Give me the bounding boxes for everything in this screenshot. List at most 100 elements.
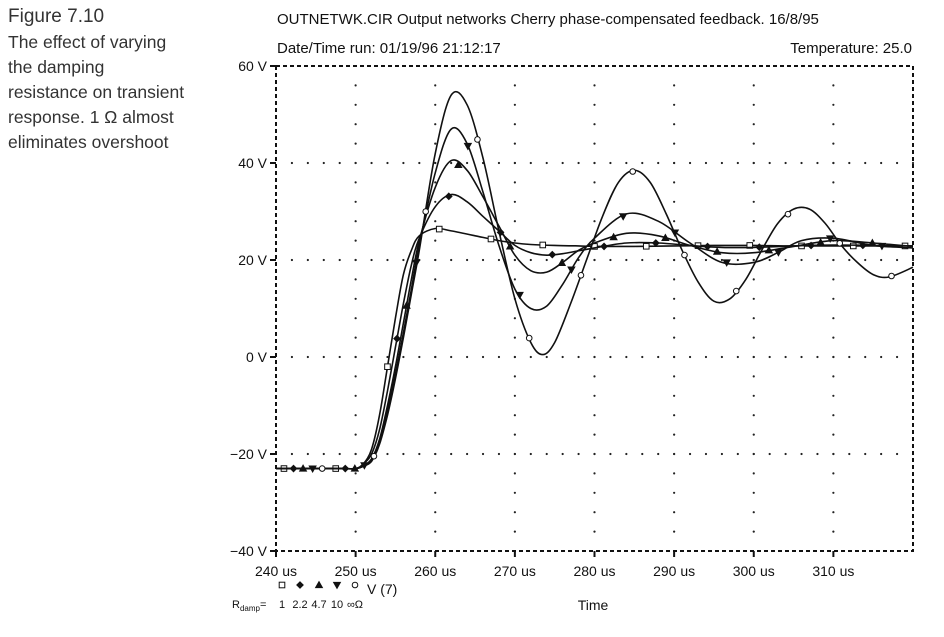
grid-dot <box>466 355 469 359</box>
grid-dot <box>434 123 437 126</box>
grid-dot <box>673 511 676 514</box>
legend-variable: V (7) <box>367 581 397 597</box>
data-point <box>888 272 895 280</box>
grid-dot <box>513 511 516 514</box>
grid-dot <box>386 258 389 262</box>
y-tick-label: −40 V <box>230 543 268 559</box>
y-tick-label: 60 V <box>238 58 267 74</box>
grid-dot <box>513 491 516 494</box>
grid-dot <box>752 258 755 262</box>
legend: V (7) Rdamp= 1 2.2 4.7 10 ∞Ω <box>232 580 397 613</box>
grid-dot <box>322 355 325 359</box>
grid-dot <box>800 258 803 262</box>
data-point <box>629 168 637 175</box>
data-point <box>567 266 576 274</box>
data-point <box>681 251 688 259</box>
legend-value: ∞Ω <box>347 599 363 611</box>
data-point <box>384 363 391 370</box>
grid-dot <box>450 258 453 262</box>
grid-dot <box>832 336 835 339</box>
x-tick-label: 280 us <box>573 563 615 579</box>
grid-dot <box>673 394 676 397</box>
grid-dot <box>593 530 596 533</box>
grid-dot <box>609 452 612 456</box>
grid-dot <box>752 511 755 514</box>
grid-dot <box>752 530 755 533</box>
grid-dot <box>466 258 469 262</box>
figure-caption: Figure 7.10 The effect of varying the da… <box>8 6 223 155</box>
grid-dot <box>673 200 676 203</box>
data-point <box>755 243 764 252</box>
grid-dot <box>688 355 692 359</box>
grid-dot <box>673 317 676 320</box>
grid-dot <box>609 161 612 165</box>
grid-dot <box>673 472 676 475</box>
grid-dot <box>593 161 596 165</box>
grid-dot <box>641 452 644 456</box>
figure-number: Figure 7.10 <box>8 6 105 27</box>
grid-dot <box>593 84 596 87</box>
caption-line: the damping <box>8 57 105 77</box>
grid-dot <box>720 258 724 262</box>
grid-dot <box>673 103 676 106</box>
grid-dot <box>784 355 787 359</box>
grid-dot <box>752 278 755 281</box>
y-axis: 60 V 40 V 20 V 0 V −20 V −40 V <box>230 58 276 559</box>
grid-dot <box>625 452 628 456</box>
grid-dot <box>434 84 437 87</box>
y-tick-label: −20 V <box>230 446 268 462</box>
grid-dot <box>641 161 644 165</box>
grid-dot <box>673 530 676 533</box>
grid-dot <box>466 452 469 456</box>
data-point <box>784 210 792 218</box>
data-point <box>816 238 825 246</box>
grid-dot <box>752 452 755 456</box>
grid-dot <box>832 491 835 494</box>
grid-dot <box>513 200 516 203</box>
grid-dot <box>497 452 501 456</box>
data-point <box>722 259 731 267</box>
data-point <box>577 271 585 279</box>
grid-dot <box>832 433 835 436</box>
grid-dot <box>513 375 516 378</box>
grid-dot <box>832 452 835 456</box>
grid-dot <box>434 433 437 436</box>
caption-line: eliminates overshoot <box>8 132 169 152</box>
grid-dot <box>593 375 596 378</box>
grid-dot <box>657 355 660 359</box>
grid-dot <box>752 297 755 300</box>
data-point <box>370 452 378 460</box>
grid-dot <box>529 258 532 262</box>
grid-dot <box>354 161 357 165</box>
grid-dot <box>354 317 357 320</box>
grid-dot <box>545 452 548 456</box>
grid-dot <box>593 123 596 126</box>
grid-dot <box>704 258 708 262</box>
grid-dot <box>848 161 851 165</box>
grid-dot <box>720 161 724 165</box>
grid-dot <box>354 511 357 514</box>
grid-dot <box>402 258 405 262</box>
grid-dot <box>370 258 373 262</box>
grid-dot <box>832 375 835 378</box>
grid-dot <box>593 452 596 456</box>
grid-dot <box>673 375 676 378</box>
data-point <box>557 258 567 267</box>
grid-dot <box>832 103 835 106</box>
grid-dot <box>481 452 485 456</box>
legend-value: 1 <box>279 599 285 611</box>
grid-dot <box>354 258 357 262</box>
data-point <box>618 213 628 221</box>
grid-dot <box>784 452 787 456</box>
grid-dot <box>625 355 628 359</box>
grid-dot <box>911 258 915 262</box>
y-tick-label: 20 V <box>238 252 267 268</box>
grid-dot <box>513 181 516 184</box>
grid-dot <box>625 258 628 262</box>
grid-dot <box>513 452 516 456</box>
grid-dot <box>306 258 309 262</box>
grid-dot <box>832 394 835 397</box>
grid-dot <box>545 355 548 359</box>
grid-dot <box>434 511 437 514</box>
grid-dot <box>354 239 357 242</box>
